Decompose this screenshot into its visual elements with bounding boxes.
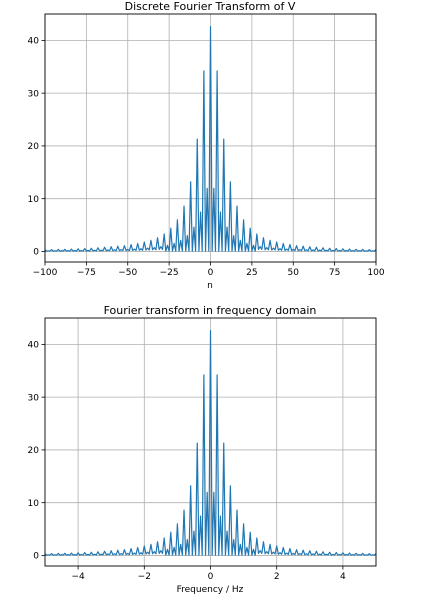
x-tick-label: −2 [138, 572, 151, 582]
y-tick-label: 30 [28, 393, 40, 403]
series-area [44, 26, 377, 252]
y-tick-label: 40 [28, 37, 40, 47]
x-axis-label: n [207, 281, 213, 291]
y-tick-label: 20 [28, 142, 40, 152]
y-tick-label: 10 [28, 499, 40, 509]
y-tick-label: 20 [28, 446, 40, 456]
x-tick-label: 50 [288, 268, 300, 278]
x-tick-label: 75 [329, 268, 340, 278]
x-tick-label: 0 [208, 572, 214, 582]
x-tick-label: 25 [246, 268, 257, 278]
x-tick-label: −100 [33, 268, 58, 278]
x-tick-label: −4 [71, 572, 85, 582]
x-axis-label: Frequency / Hz [177, 585, 244, 595]
series-line [44, 330, 377, 556]
ticks: −100 −75 −50 −25 0 25 50 75 100 0 10 20 30 40 [28, 37, 385, 278]
chart-title: Discrete Fourier Transform of V [125, 0, 296, 13]
x-tick-label: −75 [77, 268, 96, 278]
series-line [44, 26, 377, 252]
y-tick-label: 40 [28, 341, 40, 351]
x-tick-label: −50 [118, 268, 137, 278]
x-tick-label: 100 [367, 268, 384, 278]
x-tick-label: 0 [208, 268, 214, 278]
series-area [44, 330, 377, 556]
chart-frequency-domain: Fourier transform in frequency domain −4… [28, 304, 377, 595]
chart-title: Fourier transform in frequency domain [104, 304, 317, 317]
x-tick-label: 4 [340, 572, 346, 582]
y-tick-label: 30 [28, 89, 40, 99]
y-tick-label: 0 [33, 552, 39, 562]
x-tick-label: −25 [160, 268, 179, 278]
y-tick-label: 10 [28, 195, 40, 205]
x-tick-label: 2 [274, 572, 280, 582]
chart-dft-index: Discrete Fourier Transform of V −100 −75−… [28, 0, 385, 291]
y-tick-label: 0 [33, 248, 39, 258]
